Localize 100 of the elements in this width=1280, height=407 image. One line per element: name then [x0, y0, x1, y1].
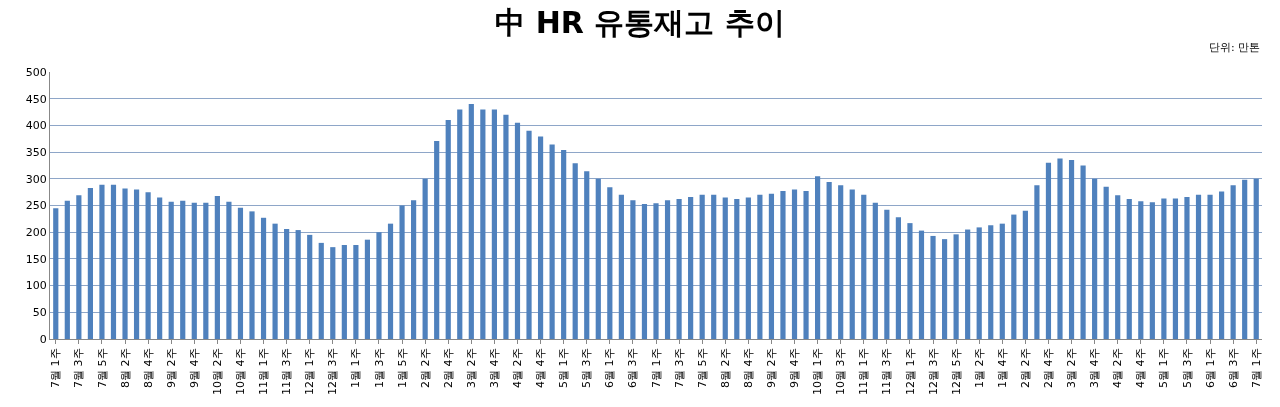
x-tick-label: 8월 2주 — [118, 348, 132, 388]
bar — [272, 223, 278, 339]
bar — [815, 176, 821, 339]
bar — [1126, 199, 1132, 339]
bar — [387, 223, 394, 339]
x-tick-label: 9월 2주 — [765, 348, 779, 388]
bar — [918, 230, 925, 339]
bar — [999, 223, 1005, 339]
y-tick-label: 400 — [25, 119, 47, 133]
bar — [630, 200, 636, 339]
x-tick-label: 7월 5주 — [95, 348, 109, 388]
bar — [330, 247, 336, 339]
bar — [53, 208, 59, 339]
bar — [1080, 165, 1086, 339]
x-tick-label: 10월 1주 — [811, 348, 825, 395]
x-tick-label: 3월 2주 — [464, 348, 478, 388]
bar — [1195, 194, 1202, 339]
bar — [734, 199, 740, 339]
bar — [468, 104, 474, 339]
x-tick-label: 12월 1주 — [303, 348, 317, 395]
bar — [676, 199, 682, 339]
bar — [191, 202, 197, 339]
bar — [722, 197, 728, 339]
bar — [768, 193, 775, 339]
bar — [965, 229, 971, 339]
x-tick-label: 7월 1주 — [1249, 348, 1263, 388]
bar — [561, 149, 567, 339]
bar — [1115, 195, 1121, 339]
bar — [1011, 214, 1017, 339]
x-tick-label: 7월 5주 — [695, 348, 709, 388]
bar — [1161, 198, 1167, 339]
bar — [1172, 198, 1179, 339]
bar — [1092, 178, 1098, 339]
x-tick-label: 10월 2주 — [210, 348, 224, 395]
x-tick-label: 1월 5주 — [395, 348, 409, 388]
x-tick-label: 10월 3주 — [834, 348, 848, 395]
bar — [64, 200, 70, 339]
x-tick-label: 8월 2주 — [718, 348, 732, 388]
bar — [941, 239, 948, 339]
x-tick-label: 5월 3주 — [1180, 348, 1194, 388]
bar — [1034, 185, 1040, 339]
bar — [503, 114, 509, 339]
x-tick-label: 3월 4주 — [1088, 348, 1102, 388]
bar — [457, 109, 463, 339]
bar — [757, 194, 763, 339]
bar — [1219, 191, 1225, 339]
bar — [849, 189, 855, 339]
bar — [168, 201, 174, 339]
y-tick-label: 150 — [25, 252, 47, 266]
x-tick-label: 3월 2주 — [1065, 348, 1079, 388]
bar — [1103, 186, 1109, 339]
bar — [1253, 178, 1259, 339]
bar — [1149, 202, 1155, 339]
x-tick-label: 8월 4주 — [141, 348, 155, 388]
bar — [341, 245, 347, 339]
y-tick-label: 300 — [25, 172, 47, 186]
bar — [180, 200, 186, 339]
y-tick-label: 450 — [25, 92, 47, 106]
bar — [514, 122, 521, 339]
bar — [1022, 210, 1028, 339]
bar — [653, 203, 659, 339]
x-tick-label: 5월 3주 — [580, 348, 594, 388]
bar — [838, 185, 844, 339]
x-tick-label: 2월 4주 — [441, 348, 455, 388]
x-tick-label: 6월 1주 — [603, 348, 617, 388]
bar — [1045, 162, 1052, 339]
y-tick-label: 350 — [25, 145, 47, 159]
x-tick-label: 7월 3주 — [72, 348, 86, 388]
bar — [133, 189, 140, 339]
x-tick-label: 3월 4주 — [487, 348, 501, 388]
bar — [1242, 179, 1248, 339]
bar — [1184, 196, 1190, 339]
bar — [480, 109, 486, 339]
bar — [399, 205, 405, 339]
x-tick-label: 5월 1주 — [1157, 348, 1171, 388]
bar — [930, 235, 936, 339]
bar — [1138, 201, 1144, 339]
bar — [226, 201, 232, 339]
x-tick-label: 11월 3주 — [880, 348, 894, 395]
bar — [364, 239, 371, 339]
bar — [1057, 158, 1063, 339]
bar — [1207, 194, 1213, 339]
bar — [318, 242, 324, 339]
x-tick-label: 10월 4주 — [234, 348, 248, 395]
x-tick-label: 2월 2주 — [418, 348, 432, 388]
x-tick-label: 12월 5주 — [949, 348, 963, 395]
bar — [237, 207, 244, 339]
bar — [157, 197, 163, 339]
bar — [664, 200, 671, 339]
bar — [284, 229, 290, 339]
bar — [618, 194, 624, 339]
x-tick-label: 9월 4주 — [788, 348, 802, 388]
bar — [99, 184, 105, 339]
bar — [826, 182, 832, 339]
x-tick-label: 12월 3주 — [926, 348, 940, 395]
x-tick-label: 7월 1주 — [49, 348, 63, 388]
bar — [445, 120, 451, 339]
x-tick-label: 1월 2주 — [972, 348, 986, 388]
y-tick-label: 250 — [25, 199, 47, 213]
bar — [907, 223, 913, 339]
